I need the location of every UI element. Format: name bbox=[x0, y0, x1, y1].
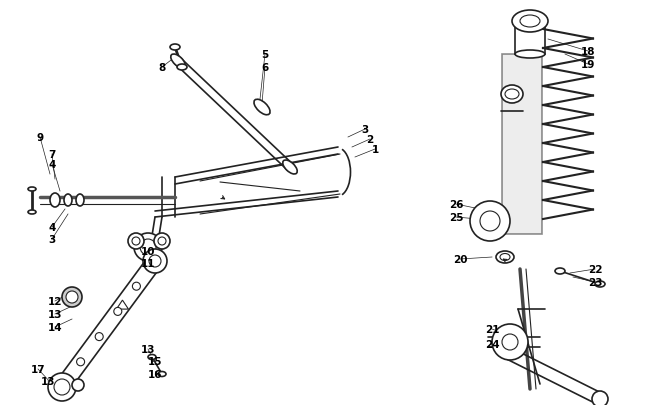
Circle shape bbox=[502, 334, 518, 350]
Circle shape bbox=[143, 249, 167, 273]
Text: 8: 8 bbox=[159, 63, 166, 73]
Ellipse shape bbox=[170, 45, 180, 51]
Text: 20: 20 bbox=[453, 254, 467, 264]
Text: 4: 4 bbox=[48, 222, 56, 232]
Ellipse shape bbox=[64, 194, 72, 207]
Ellipse shape bbox=[283, 161, 297, 175]
Ellipse shape bbox=[50, 194, 60, 207]
Circle shape bbox=[66, 291, 78, 303]
Text: 1: 1 bbox=[371, 145, 378, 155]
Circle shape bbox=[48, 373, 76, 401]
Ellipse shape bbox=[500, 254, 510, 261]
Ellipse shape bbox=[505, 90, 519, 100]
Ellipse shape bbox=[28, 188, 36, 192]
Text: 16: 16 bbox=[148, 369, 162, 379]
Ellipse shape bbox=[76, 194, 84, 207]
Circle shape bbox=[72, 379, 84, 391]
Circle shape bbox=[132, 237, 140, 245]
Ellipse shape bbox=[254, 100, 270, 115]
Circle shape bbox=[470, 202, 510, 241]
Ellipse shape bbox=[520, 16, 540, 28]
Text: 22: 22 bbox=[588, 264, 603, 274]
Text: 3: 3 bbox=[361, 125, 369, 135]
Circle shape bbox=[95, 333, 103, 341]
Ellipse shape bbox=[595, 281, 605, 287]
Text: 15: 15 bbox=[148, 356, 162, 366]
Text: 24: 24 bbox=[485, 339, 499, 349]
Text: 23: 23 bbox=[588, 277, 603, 287]
Text: 12: 12 bbox=[47, 296, 62, 306]
Text: 6: 6 bbox=[261, 63, 268, 73]
Circle shape bbox=[54, 379, 70, 395]
Circle shape bbox=[149, 256, 161, 267]
Text: 10: 10 bbox=[141, 246, 155, 256]
Text: 21: 21 bbox=[485, 324, 499, 334]
Text: 7: 7 bbox=[48, 149, 56, 160]
Text: 25: 25 bbox=[448, 213, 463, 222]
Circle shape bbox=[62, 287, 82, 307]
Ellipse shape bbox=[555, 269, 565, 274]
Circle shape bbox=[133, 283, 140, 290]
Circle shape bbox=[158, 237, 166, 245]
Circle shape bbox=[480, 211, 500, 231]
Ellipse shape bbox=[496, 252, 514, 263]
Text: 11: 11 bbox=[141, 258, 155, 269]
Circle shape bbox=[492, 324, 528, 360]
Text: 5: 5 bbox=[261, 50, 268, 60]
Text: 9: 9 bbox=[36, 133, 44, 143]
Text: 14: 14 bbox=[47, 322, 62, 332]
Ellipse shape bbox=[28, 211, 36, 215]
Ellipse shape bbox=[512, 11, 548, 33]
Text: 19: 19 bbox=[581, 60, 595, 70]
Text: 17: 17 bbox=[31, 364, 46, 374]
Text: 18: 18 bbox=[580, 47, 595, 57]
Text: 4: 4 bbox=[48, 160, 56, 170]
Circle shape bbox=[154, 233, 170, 249]
Circle shape bbox=[498, 327, 522, 351]
Ellipse shape bbox=[148, 355, 156, 360]
Ellipse shape bbox=[171, 55, 185, 69]
Circle shape bbox=[504, 333, 516, 345]
Text: 26: 26 bbox=[448, 200, 463, 209]
Text: 2: 2 bbox=[367, 135, 374, 145]
Text: 13: 13 bbox=[41, 376, 55, 386]
Circle shape bbox=[77, 358, 85, 366]
Text: 13: 13 bbox=[47, 309, 62, 319]
Text: 13: 13 bbox=[141, 344, 155, 354]
Ellipse shape bbox=[177, 65, 187, 71]
Circle shape bbox=[134, 233, 162, 261]
Ellipse shape bbox=[158, 371, 166, 377]
Circle shape bbox=[592, 391, 608, 405]
Circle shape bbox=[128, 233, 144, 249]
Circle shape bbox=[114, 308, 122, 315]
Polygon shape bbox=[502, 55, 542, 234]
Ellipse shape bbox=[501, 86, 523, 104]
Circle shape bbox=[140, 239, 156, 256]
Ellipse shape bbox=[515, 51, 545, 59]
Text: 3: 3 bbox=[48, 234, 56, 244]
